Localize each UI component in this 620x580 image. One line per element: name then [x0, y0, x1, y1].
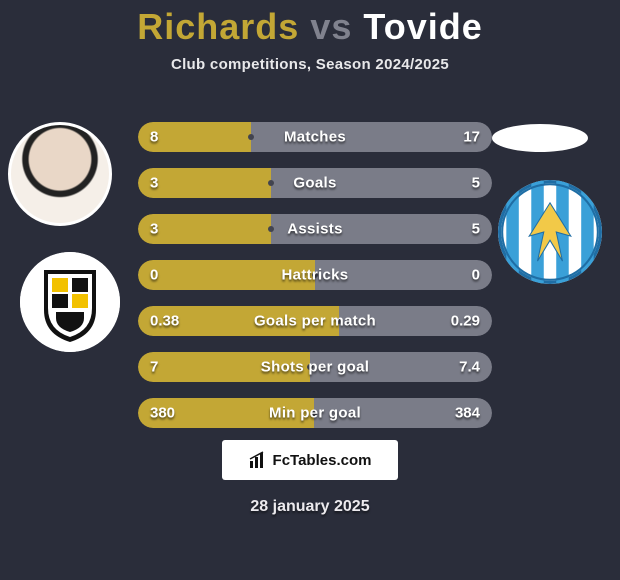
bar-right-fill [339, 306, 492, 336]
player1-name: Richards [137, 6, 299, 47]
player2-name: Tovide [363, 6, 482, 47]
bar-left-fill [138, 168, 271, 198]
bar-right-fill [251, 122, 492, 152]
player1-avatar [8, 122, 112, 226]
subtitle: Club competitions, Season 2024/2025 [0, 56, 620, 73]
bar-left-fill [138, 260, 315, 290]
bar-divider-dot [336, 318, 342, 324]
branding-badge[interactable]: FcTables.com [222, 440, 398, 480]
bar-right-fill [271, 168, 492, 198]
stat-row: 35Assists [138, 214, 492, 244]
bar-divider-dot [312, 272, 318, 278]
stat-row: 380384Min per goal [138, 398, 492, 428]
comparison-title: Richards vs Tovide [0, 0, 620, 48]
player2-club-badge [498, 180, 602, 284]
bar-left-fill [138, 398, 314, 428]
bar-divider-dot [248, 134, 254, 140]
bar-left-fill [138, 306, 339, 336]
stats-bars: 817Matches 35Goals 35Assists 00Hattricks 0.3… [138, 122, 492, 444]
date: 28 january 2025 [0, 498, 620, 516]
stat-row: 0.380.29Goals per match [138, 306, 492, 336]
bar-left-fill [138, 214, 271, 244]
stat-row: 817Matches [138, 122, 492, 152]
vs-text: vs [310, 6, 352, 47]
bar-right-fill [310, 352, 492, 382]
bar-left-fill [138, 352, 310, 382]
bar-right-fill [315, 260, 492, 290]
stat-row: 35Goals [138, 168, 492, 198]
player2-avatar [492, 124, 588, 152]
stat-row: 00Hattricks [138, 260, 492, 290]
bar-right-fill [314, 398, 492, 428]
bar-divider-dot [311, 410, 317, 416]
player1-club-badge [20, 252, 120, 352]
branding-text: FcTables.com [273, 452, 372, 469]
bar-right-fill [271, 214, 492, 244]
bar-divider-dot [268, 180, 274, 186]
bar-left-fill [138, 122, 251, 152]
bar-divider-dot [307, 364, 313, 370]
stat-row: 77.4Shots per goal [138, 352, 492, 382]
bar-divider-dot [268, 226, 274, 232]
bars-icon [249, 451, 267, 469]
